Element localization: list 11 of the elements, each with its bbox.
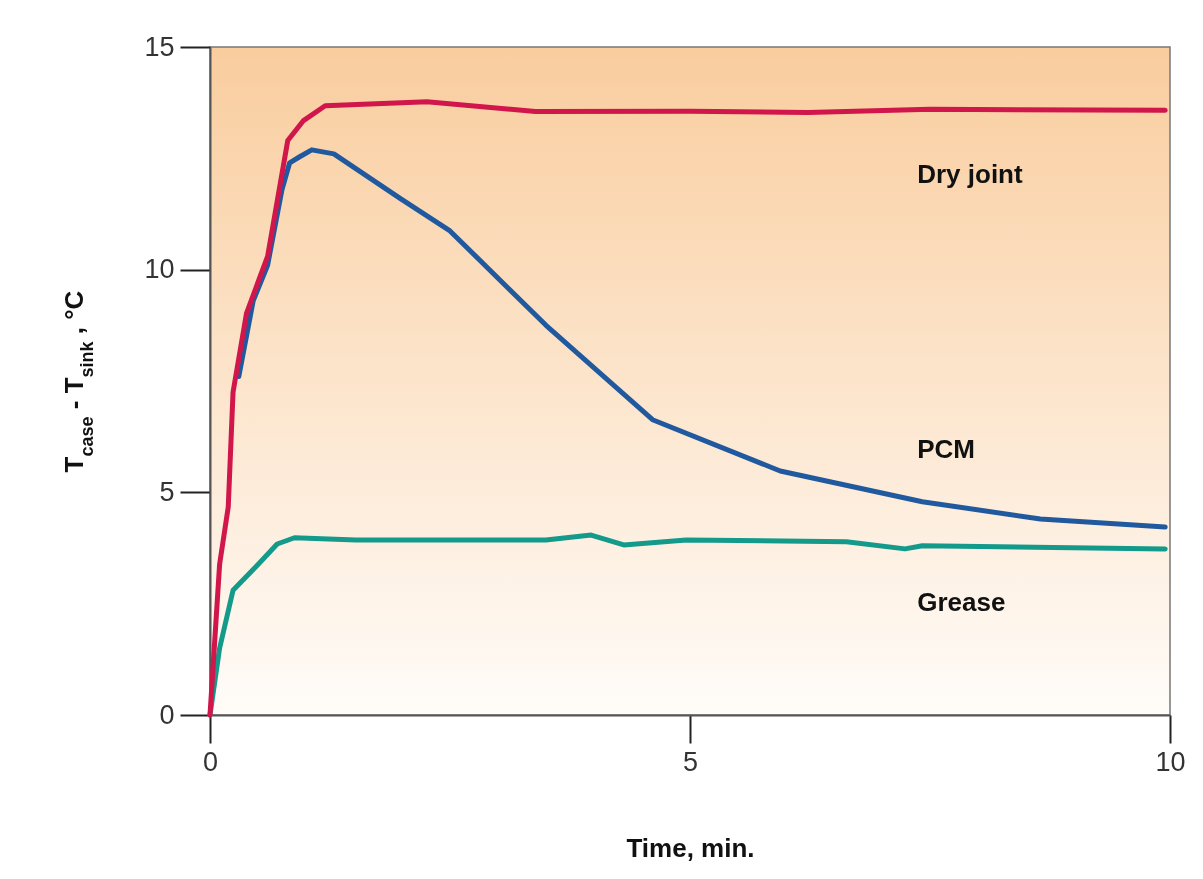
- series-label: Grease: [917, 586, 1006, 617]
- x-tick-label: 0: [202, 746, 219, 777]
- x-axis-title: Time, min.: [626, 832, 755, 863]
- x-tick-label: 5: [682, 746, 699, 777]
- y-tick-label: 5: [159, 476, 175, 507]
- y-tick-label: 15: [144, 31, 175, 62]
- y-tick-label: 0: [159, 699, 175, 730]
- series-label: PCM: [917, 434, 975, 465]
- y-tick-label: 10: [144, 254, 175, 285]
- x-tick-label: 10: [1155, 746, 1186, 777]
- series-label: Dry joint: [917, 159, 1023, 190]
